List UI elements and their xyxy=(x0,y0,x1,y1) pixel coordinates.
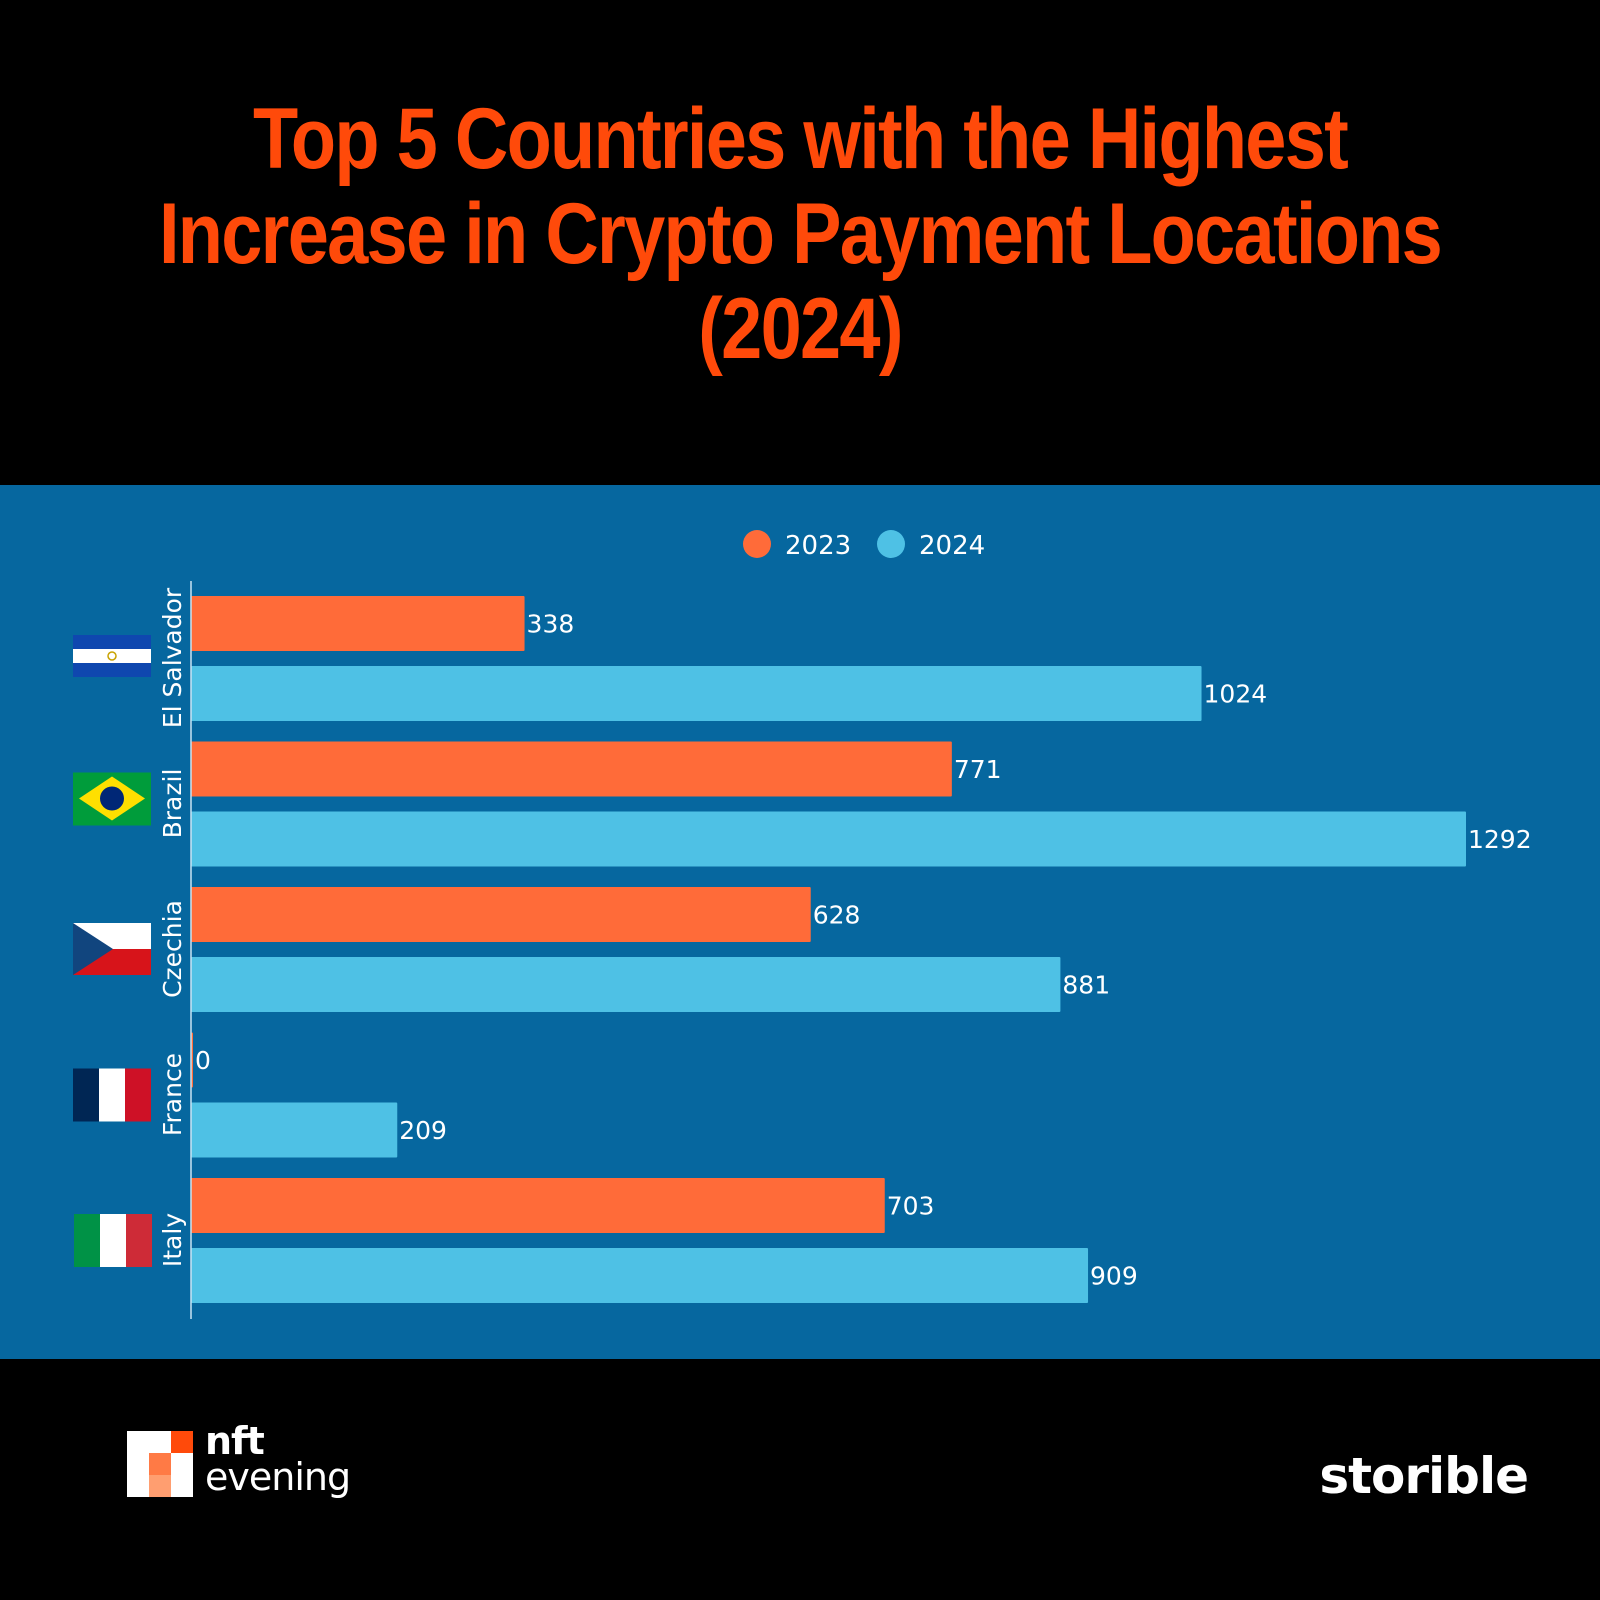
data-label: 628 xyxy=(813,901,861,930)
bar-brazil-2024 xyxy=(191,811,1466,867)
category-label: Italy xyxy=(158,1213,187,1267)
data-label: 209 xyxy=(399,1116,447,1145)
storible-logo: storible xyxy=(1319,1447,1529,1505)
flag-czechia-icon xyxy=(73,923,151,975)
flag-france-icon xyxy=(73,1068,151,1122)
category-label: El Salvador xyxy=(158,587,187,728)
flag-el-salvador-icon xyxy=(73,635,151,677)
data-label: 338 xyxy=(527,610,575,639)
data-label: 1292 xyxy=(1468,825,1532,854)
data-label: 909 xyxy=(1090,1262,1138,1291)
data-label: 703 xyxy=(887,1192,935,1221)
legend: 2023 2024 xyxy=(743,530,985,561)
bar-italy-2023 xyxy=(191,1178,885,1233)
bar-chart: 2023 2024 338 1024 El Salvador 771 1292 Brazil… xyxy=(73,530,1532,1319)
bar-brazil-2023 xyxy=(191,741,952,797)
data-label: 881 xyxy=(1062,971,1110,1000)
bar-el-salvador-2024 xyxy=(191,666,1202,721)
category-label: Brazil xyxy=(158,769,187,839)
flag-brazil-icon xyxy=(73,772,151,826)
bar-italy-2024 xyxy=(191,1248,1089,1303)
bars: 338 1024 El Salvador 771 1292 Brazil 628 881 Cze… xyxy=(158,587,1532,1303)
category-label: France xyxy=(158,1053,187,1136)
data-label: 0 xyxy=(195,1046,211,1075)
legend-label-2024: 2024 xyxy=(919,531,985,561)
chart-title: Top 5 Countries with the Highest Increas… xyxy=(158,91,1443,377)
bar-france-2024 xyxy=(191,1102,398,1158)
nft-evening-logo: nft evening xyxy=(127,1422,367,1511)
data-label: 771 xyxy=(954,755,1002,784)
country-flags xyxy=(73,635,152,1267)
chart-panel: 2023 2024 338 1024 El Salvador 771 1292 Brazil… xyxy=(0,485,1600,1359)
legend-label-2023: 2023 xyxy=(785,531,851,561)
category-label: Czechia xyxy=(158,900,187,998)
bar-czechia-2023 xyxy=(191,887,811,942)
logo-text-nft: nft xyxy=(205,1419,265,1463)
bar-el-salvador-2023 xyxy=(191,596,525,651)
bar-czechia-2024 xyxy=(191,957,1061,1012)
logo-text-evening: evening xyxy=(205,1455,351,1499)
legend-marker-2023 xyxy=(743,530,771,558)
flag-italy-icon xyxy=(74,1214,152,1267)
data-label: 1024 xyxy=(1204,680,1268,709)
footer: nft evening storible xyxy=(0,1359,1600,1600)
legend-marker-2024 xyxy=(877,530,905,558)
